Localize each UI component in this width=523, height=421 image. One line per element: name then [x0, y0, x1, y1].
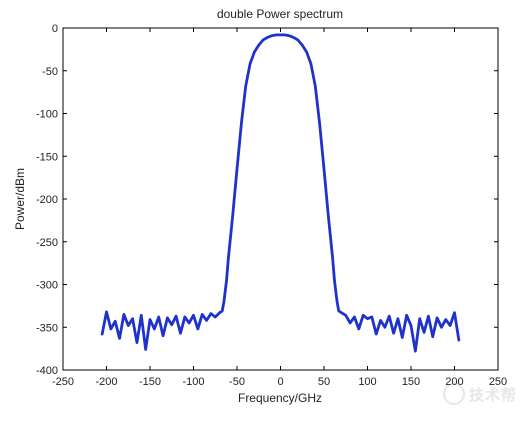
y-tick-label: -350 [36, 322, 58, 334]
x-tick-label: -250 [52, 376, 74, 388]
x-tick-label: 200 [445, 376, 463, 388]
x-tick-label: -150 [139, 376, 161, 388]
x-axis-ticks: -250 -200 -150 -100 -50 0 50 100 150 200 250 [52, 28, 507, 388]
x-axis-label: Frequency/GHz [238, 391, 322, 405]
x-tick-label: 250 [489, 376, 507, 388]
x-tick-label: -50 [229, 376, 245, 388]
y-tick-label: 0 [52, 23, 58, 35]
chart-title: double Power spectrum [217, 7, 343, 21]
y-tick-label: -50 [42, 66, 58, 78]
y-tick-label: -100 [36, 109, 58, 121]
y-tick-label: -300 [36, 280, 58, 292]
y-tick-label: -250 [36, 237, 58, 249]
plot-frame [62, 27, 499, 371]
x-tick-label: 100 [358, 376, 376, 388]
x-tick-label: 50 [318, 376, 330, 388]
y-tick-label: -200 [36, 194, 58, 206]
y-tick-label: -400 [36, 365, 58, 377]
y-axis-ticks: 0 -50 -100 -150 -200 -250 -300 -350 -400 [36, 23, 498, 377]
series-line [100, 33, 461, 353]
x-tick-label: -200 [95, 376, 117, 388]
y-axis-label: Power/dBm [13, 168, 27, 230]
x-tick-label: -100 [182, 376, 204, 388]
x-tick-label: 0 [277, 376, 283, 388]
y-tick-label: -150 [36, 151, 58, 163]
x-tick-label: 150 [402, 376, 420, 388]
